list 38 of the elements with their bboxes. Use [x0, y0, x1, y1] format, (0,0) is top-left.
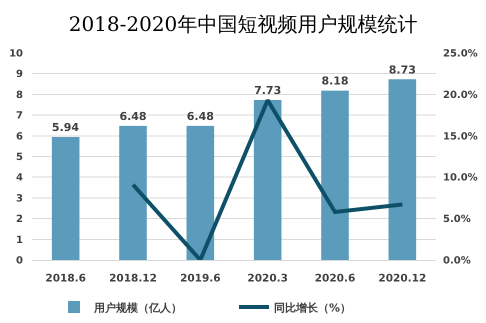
x-tick-label: 2018.12 [109, 272, 157, 285]
bar [186, 126, 214, 260]
bar [388, 79, 416, 260]
x-tick-label: 2018.6 [45, 272, 86, 285]
y-tick-label: 5 [16, 152, 24, 163]
y-tick-label: 6 [16, 131, 24, 142]
y2-tick-label: 25.0% [443, 48, 478, 60]
y-tick-label: 8 [16, 90, 24, 101]
data-label: 6.48 [119, 110, 147, 123]
data-label: 5.94 [52, 121, 80, 134]
y-tick-label: 0 [16, 256, 24, 266]
y-tick-label: 4 [16, 172, 24, 184]
y-tick-label: 7 [16, 110, 24, 122]
bar [119, 126, 147, 260]
legend-label: 同比增长（%） [274, 301, 352, 314]
y-tick-label: 2 [16, 214, 24, 226]
data-label: 6.48 [186, 110, 214, 123]
x-tick-label: 2020.12 [378, 272, 426, 285]
y-tick-label: 10 [9, 48, 24, 60]
data-label: 7.73 [254, 84, 282, 97]
x-tick-label: 2020.6 [314, 272, 356, 285]
legend-label: 用户规模（亿人） [93, 301, 182, 314]
x-tick-label: 2019.6 [180, 272, 221, 285]
chart-title: 2018-2020年中国短视频用户规模统计 [68, 12, 418, 36]
data-label: 8.73 [388, 63, 416, 76]
bar [52, 137, 80, 260]
y2-tick-label: 0.0% [443, 256, 471, 266]
y2-tick-label: 5.0% [443, 214, 471, 226]
y2-tick-label: 15.0% [443, 131, 478, 142]
y-tick-label: 3 [16, 193, 24, 204]
y2-tick-label: 10.0% [443, 172, 478, 184]
y-tick-label: 9 [16, 69, 24, 80]
y-tick-label: 1 [16, 234, 24, 246]
bar [254, 100, 282, 260]
data-label: 8.18 [321, 74, 349, 88]
x-tick-label: 2020.3 [247, 272, 288, 285]
bar [321, 90, 349, 260]
y2-tick-label: 20.0% [443, 90, 478, 101]
